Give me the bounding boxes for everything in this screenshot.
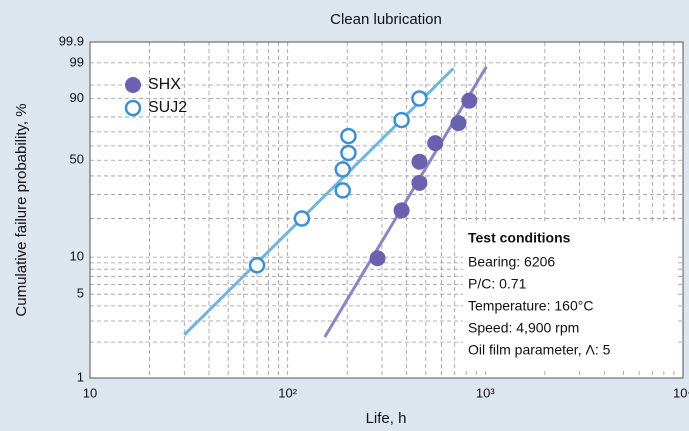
annotation-line: Bearing: 6206	[468, 254, 555, 270]
x-tick-label: 10	[83, 385, 97, 400]
annotation-line: Temperature: 160°C	[468, 298, 593, 314]
data-point	[340, 127, 357, 145]
plot-frame	[89, 41, 684, 379]
x-tick-label: 10²	[278, 385, 297, 400]
data-point	[334, 182, 352, 199]
y-tick-label: 99.9	[59, 33, 84, 48]
y-axis-label: Cumulative failure probability, %	[13, 103, 30, 316]
data-point	[411, 90, 428, 107]
annotation-line: P/C: 0.71	[468, 276, 527, 292]
legend-marker	[124, 99, 142, 117]
y-tick-label: 10	[70, 249, 84, 264]
x-tick-label: 10⁴	[673, 385, 689, 400]
y-tick-label: 50	[70, 152, 84, 167]
data-point	[393, 111, 410, 129]
fit-line	[183, 67, 455, 336]
data-point	[293, 210, 311, 227]
fit-line	[323, 65, 488, 338]
x-tick-label: 10³	[476, 385, 495, 400]
y-tick-label: 1	[77, 369, 84, 384]
y-tick-label: 99	[70, 54, 84, 69]
y-tick-label: 90	[70, 90, 84, 105]
annotation-box	[463, 224, 678, 370]
annotation-line: Speed: 4,900 rpm	[468, 320, 579, 336]
x-axis-label: Life, h	[366, 410, 407, 427]
data-point	[461, 92, 478, 109]
data-point	[411, 153, 428, 170]
annotation-line: Oil film parameter, Λ: 5	[468, 342, 611, 358]
data-point	[427, 135, 444, 152]
data-point	[393, 202, 410, 219]
legend-marker	[125, 77, 141, 93]
data-point	[248, 257, 266, 274]
data-point	[450, 115, 467, 132]
data-point	[369, 250, 386, 267]
data-point	[411, 174, 428, 191]
y-tick-label: 5	[77, 286, 84, 301]
chart-title: Clean lubrication	[330, 11, 442, 28]
data-point	[340, 144, 357, 162]
legend-label: SHX	[148, 76, 181, 93]
data-point	[334, 161, 352, 178]
annotation-heading: Test conditions	[468, 230, 571, 246]
legend-label: SUJ2	[148, 99, 187, 116]
